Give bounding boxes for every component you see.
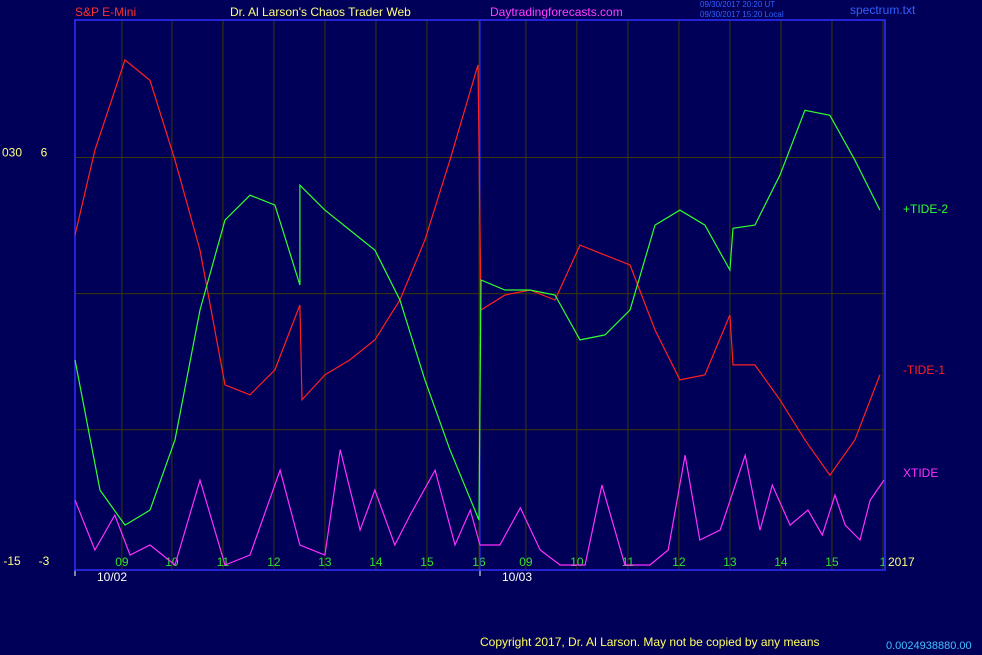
series-line	[74, 449, 885, 567]
x-tick-label: 09	[519, 555, 533, 569]
x-tick-label: 1	[880, 555, 887, 569]
series-line	[74, 109, 881, 526]
site-url: Daytradingforecasts.com	[490, 5, 623, 19]
x-tick-label: 14	[369, 555, 383, 569]
x-tick-label: 12	[267, 555, 281, 569]
date-label: 10/02	[97, 570, 127, 584]
x-tick-label: 11	[622, 555, 635, 569]
date-label: 10/03	[502, 570, 532, 584]
x-tick-label: 11	[217, 555, 230, 569]
x-tick-label: 14	[774, 555, 788, 569]
plot-frame	[74, 19, 886, 571]
status-code: 0.0024938880.00	[886, 640, 972, 650]
file-name: spectrum.txt	[850, 3, 916, 17]
x-tick-label: 10	[570, 555, 584, 569]
y-tick-label: -3	[39, 554, 50, 568]
y-tick-label: 6	[41, 146, 48, 160]
x-tick-label: 13	[723, 555, 737, 569]
legend-label: +TIDE-2	[903, 202, 948, 216]
site-name: Dr. Al Larson's Chaos Trader Web	[230, 5, 411, 19]
time-local: 09/30/2017 15:20 Local	[700, 10, 784, 19]
legend-label: -TIDE-1	[903, 363, 945, 377]
symbol: S&P E-Mini	[75, 5, 136, 19]
x-tick-label: 16	[472, 555, 486, 569]
year: 2017	[888, 555, 915, 569]
x-tick-label: 13	[318, 555, 332, 569]
copyright: Copyright 2017, Dr. Al Larson. May not b…	[480, 635, 820, 649]
x-tick-label: 15	[825, 555, 839, 569]
x-tick-label: 09	[115, 555, 129, 569]
series-line	[74, 58, 881, 477]
x-tick-label: 15	[420, 555, 434, 569]
legend-label: XTIDE	[903, 466, 938, 480]
y2-tick-label: -15	[3, 554, 21, 568]
time-ut: 09/30/2017 20:20 UT	[700, 0, 775, 9]
y2-tick-label: 030	[2, 146, 22, 160]
x-tick-label: 12	[672, 555, 686, 569]
